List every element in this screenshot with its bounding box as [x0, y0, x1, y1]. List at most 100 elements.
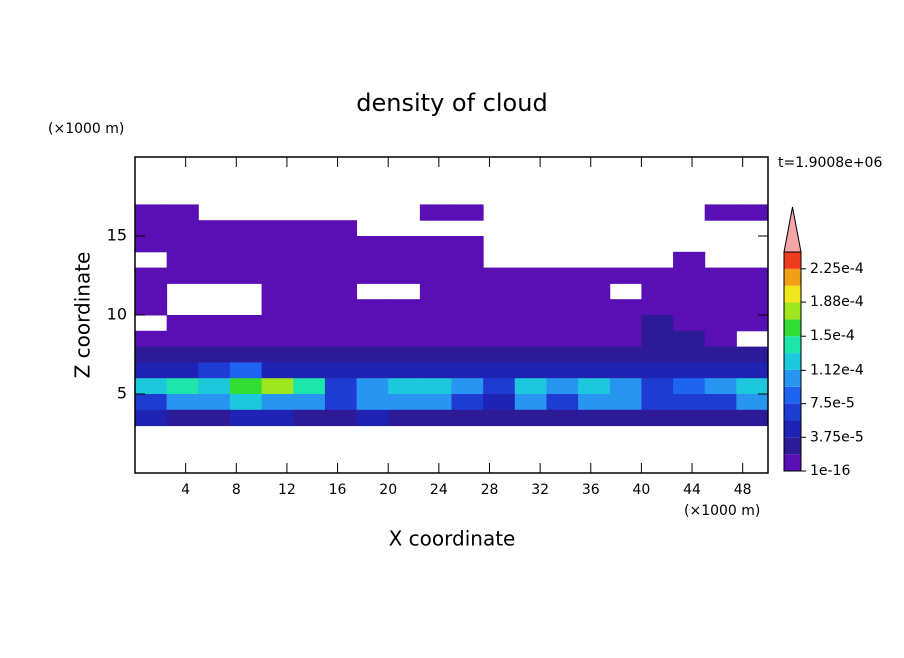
contour-cell: [356, 346, 389, 363]
contour-cell: [514, 283, 547, 300]
colorbar-band: [784, 369, 801, 387]
contour-cell: [261, 362, 294, 379]
contour-cell: [451, 346, 484, 363]
contour-cell: [356, 409, 389, 427]
contour-cell: [293, 362, 326, 379]
contour-cell: [673, 330, 706, 348]
x-tick-label: 48: [734, 482, 752, 498]
contour-cell: [704, 362, 737, 379]
contour-cell: [356, 267, 389, 284]
contour-cell: [198, 267, 231, 284]
contour-cell: [261, 283, 294, 300]
contour-cell: [419, 362, 452, 379]
contour-cell: [546, 299, 579, 316]
contour-cell: [483, 378, 516, 395]
colorbar-band: [784, 386, 801, 404]
contour-cell: [704, 394, 737, 411]
colorbar-tick-label: 3.75e-5: [810, 429, 864, 445]
x-tick-label: 8: [232, 482, 241, 498]
contour-cell: [135, 378, 168, 395]
colorbar-band: [784, 353, 801, 370]
chart-title: density of cloud: [356, 89, 547, 117]
contour-cell: [388, 299, 421, 316]
contour-cell: [388, 330, 421, 348]
contour-cell: [483, 330, 516, 348]
colorbar-tick-label: 1e-16: [810, 463, 850, 479]
contour-cell: [546, 378, 579, 395]
contour-cell: [673, 394, 706, 411]
contour-cell: [198, 251, 231, 269]
contour-cell: [293, 378, 326, 395]
contour-cell: [198, 346, 231, 363]
contour-cell: [166, 315, 199, 332]
contour-cell: [388, 394, 421, 411]
contour-cell: [324, 251, 358, 269]
contour-cell: [419, 346, 452, 363]
contour-cell: [388, 315, 421, 332]
contour-cell: [261, 267, 294, 284]
contour-cell: [166, 409, 199, 427]
contour-cell: [356, 315, 389, 332]
contour-cell: [736, 409, 769, 427]
contour-cell: [198, 378, 231, 395]
contour-cell: [229, 315, 263, 332]
contour-cell: [483, 267, 516, 284]
contour-cell: [388, 409, 421, 427]
contour-cell: [546, 346, 579, 363]
contour-cell: [229, 330, 263, 348]
contour-cell: [578, 362, 611, 379]
contour-cell: [324, 315, 358, 332]
contour-cell: [419, 315, 452, 332]
contour-cell: [641, 299, 674, 316]
contour-cell: [166, 330, 199, 348]
y-tick-label: 10: [107, 305, 127, 324]
contour-cell: [356, 251, 389, 269]
contour-cell: [324, 394, 358, 411]
contour-cell: [324, 220, 358, 237]
contour-cell: [483, 346, 516, 363]
contour-cell: [736, 267, 769, 284]
contour-cell: [736, 378, 769, 395]
contour-cell: [198, 394, 231, 411]
contour-cell: [578, 409, 611, 427]
contour-cell: [514, 394, 547, 411]
contour-cell: [514, 267, 547, 284]
contour-cell: [324, 267, 358, 284]
contour-cell: [609, 378, 642, 395]
contour-cell: [261, 378, 294, 395]
contour-cell: [135, 204, 168, 221]
contour-cell: [451, 394, 484, 411]
contour-cell: [514, 346, 547, 363]
contour-cell: [578, 267, 611, 284]
contour-cell: [166, 220, 199, 237]
contour-cell: [198, 236, 231, 253]
contour-cell: [135, 409, 168, 427]
colorbar-tick-label: 1.88e-4: [810, 294, 864, 310]
contour-cell: [609, 362, 642, 379]
x-tick-label: 40: [632, 482, 650, 498]
contour-cell: [388, 251, 421, 269]
contour-cell: [609, 299, 642, 316]
colorbar-band: [784, 285, 801, 303]
contour-cell: [293, 267, 326, 284]
x-tick-label: 36: [582, 482, 600, 498]
contour-cell: [356, 362, 389, 379]
contour-cell: [229, 362, 263, 379]
x-tick-label: 24: [430, 482, 448, 498]
contour-cell: [514, 362, 547, 379]
contour-cell: [293, 394, 326, 411]
x-tick-label: 32: [531, 482, 549, 498]
contour-cell: [641, 315, 674, 332]
contour-cell: [229, 251, 263, 269]
contour-cell: [261, 409, 294, 427]
contour-cell: [704, 299, 737, 316]
contour-cell: [673, 346, 706, 363]
contour-cell: [198, 330, 231, 348]
contour-cell: [578, 346, 611, 363]
x-tick-label: 16: [329, 482, 347, 498]
contour-cell: [135, 267, 168, 284]
x-axis-label: X coordinate: [389, 527, 516, 551]
contour-cell: [229, 394, 263, 411]
contour-cell: [546, 394, 579, 411]
